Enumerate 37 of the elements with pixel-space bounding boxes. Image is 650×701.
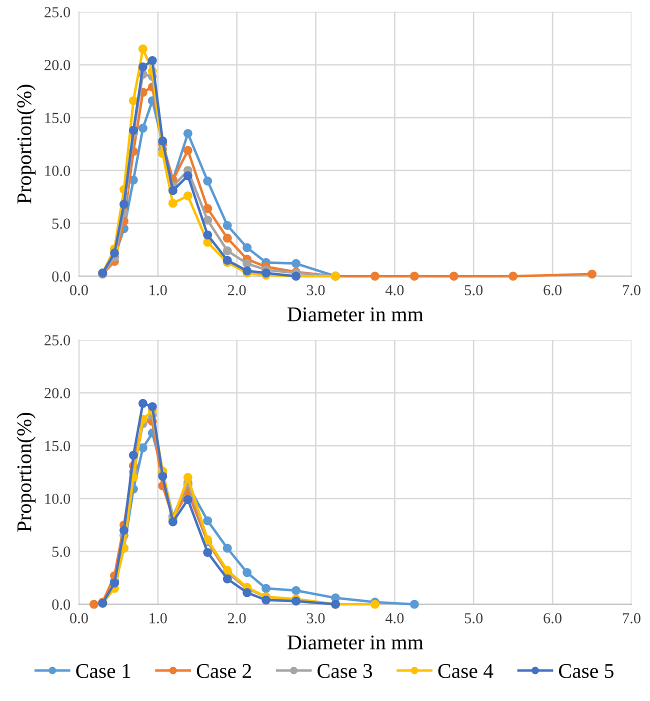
legend-label: Case 1 <box>76 664 130 678</box>
y-tick-label: 10.0 <box>45 166 70 176</box>
y-tick-label: 20.0 <box>44 388 70 398</box>
x-tick-label: 2.0 <box>228 613 246 624</box>
legend-label: Case 4 <box>438 664 494 678</box>
x-tick-label: 7.0 <box>622 613 640 624</box>
x-tick-label: 1.0 <box>150 284 167 296</box>
y-tick-label: 25.0 <box>44 7 70 18</box>
x-tick-label: 4.0 <box>385 284 404 296</box>
x-tick-label: 0.0 <box>70 613 88 624</box>
y-tick-label: 0.0 <box>52 271 70 282</box>
x-tick-label: 5.0 <box>464 613 483 624</box>
y-tick-label: 15.0 <box>45 440 70 452</box>
x-axis-title: Diameter in mm <box>288 635 424 650</box>
x-tick-label: 0.0 <box>70 284 88 296</box>
x-tick-label: 6.0 <box>544 613 562 624</box>
y-tick-label: 0.0 <box>52 599 70 610</box>
y-tick-label: 15.0 <box>45 112 70 124</box>
x-tick-label: 7.0 <box>622 284 640 296</box>
x-tick-label: 5.0 <box>464 284 483 296</box>
x-tick-label: 3.0 <box>306 613 325 624</box>
x-tick-label: 1.0 <box>150 613 167 624</box>
y-tick-label: 5.0 <box>52 546 70 557</box>
y-tick-label: 20.0 <box>44 60 70 70</box>
y-axis-title: Proportion(%) <box>16 412 36 532</box>
y-tick-label: 5.0 <box>52 218 70 229</box>
y-tick-label: 10.0 <box>45 494 70 504</box>
y-axis-title: Proportion(%) <box>16 84 36 204</box>
x-tick-label: 2.0 <box>228 284 246 296</box>
legend-label: Case 2 <box>196 664 251 678</box>
x-tick-label: 6.0 <box>544 284 562 296</box>
legend-label: Case 3 <box>318 664 372 678</box>
x-axis-title: Diameter in mm <box>288 307 424 322</box>
x-tick-label: 3.0 <box>306 284 325 296</box>
legend-label: Case 5 <box>559 664 614 678</box>
x-tick-label: 4.0 <box>385 613 404 624</box>
y-tick-label: 25.0 <box>44 335 70 346</box>
